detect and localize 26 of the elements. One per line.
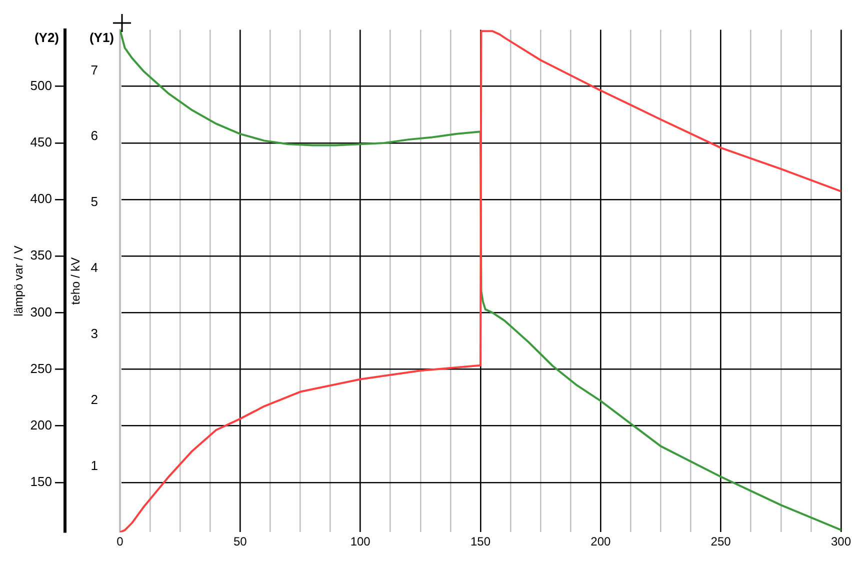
y2-tick-label: 300	[30, 304, 52, 320]
x-tick-label: 250	[710, 534, 732, 549]
y-tick-label: 5	[90, 194, 98, 210]
y-axis-title: teho / kV	[68, 257, 83, 305]
x-tick-label: 50	[233, 534, 248, 549]
y2-tick-label: 200	[30, 417, 52, 432]
text: (Y2)	[34, 30, 59, 45]
y2-tick-label: 150	[30, 474, 52, 489]
x-tick-label: 100	[350, 534, 371, 549]
text: (Y1)	[89, 30, 114, 45]
x-tick-label: 0	[116, 534, 124, 549]
y-tick-label: 7	[90, 62, 98, 78]
y2-axis-title: lämpö var / V	[12, 246, 26, 316]
y2-tick-label: 400	[30, 191, 52, 206]
y2-tick-label: 450	[30, 134, 52, 150]
y-tick-label: 3	[90, 326, 98, 341]
x-tick-label: 200	[590, 534, 611, 549]
x-tick-label: 300	[830, 534, 852, 549]
y2-tick-label: 500	[30, 78, 52, 93]
y-tick-label: 1	[90, 458, 98, 473]
y-tick-label: 2	[90, 392, 98, 407]
x-tick-label: 150	[470, 534, 491, 549]
y2-tick-label: 350	[30, 248, 52, 263]
y-tick-label: 6	[90, 128, 98, 144]
y-tick-label: 4	[90, 260, 98, 276]
y2-tick-label: 250	[30, 360, 52, 376]
